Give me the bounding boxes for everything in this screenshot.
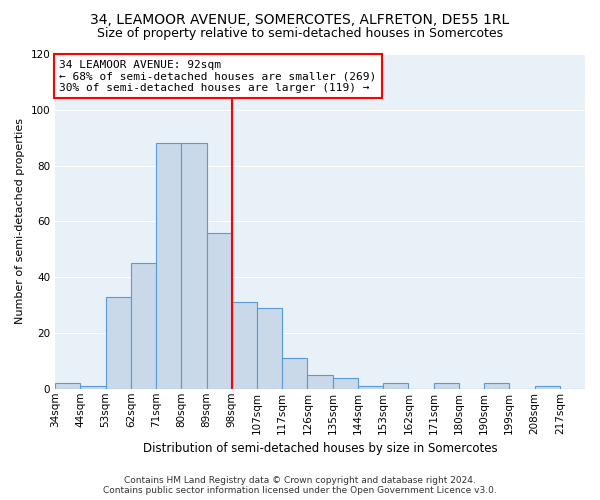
Bar bbox=[383, 383, 409, 389]
Bar bbox=[358, 386, 383, 389]
Bar bbox=[282, 358, 307, 389]
Bar bbox=[55, 383, 80, 389]
Bar bbox=[80, 386, 106, 389]
Y-axis label: Number of semi-detached properties: Number of semi-detached properties bbox=[15, 118, 25, 324]
Bar bbox=[106, 296, 131, 389]
X-axis label: Distribution of semi-detached houses by size in Somercotes: Distribution of semi-detached houses by … bbox=[143, 442, 497, 455]
Text: Size of property relative to semi-detached houses in Somercotes: Size of property relative to semi-detach… bbox=[97, 28, 503, 40]
Bar bbox=[206, 232, 232, 389]
Bar bbox=[332, 378, 358, 389]
Bar bbox=[484, 383, 509, 389]
Bar bbox=[156, 144, 181, 389]
Text: Contains HM Land Registry data © Crown copyright and database right 2024.
Contai: Contains HM Land Registry data © Crown c… bbox=[103, 476, 497, 495]
Bar bbox=[535, 386, 560, 389]
Text: 34, LEAMOOR AVENUE, SOMERCOTES, ALFRETON, DE55 1RL: 34, LEAMOOR AVENUE, SOMERCOTES, ALFRETON… bbox=[91, 12, 509, 26]
Bar bbox=[307, 375, 332, 389]
Bar bbox=[181, 144, 206, 389]
Bar bbox=[131, 263, 156, 389]
Bar bbox=[232, 302, 257, 389]
Bar bbox=[434, 383, 459, 389]
Text: 34 LEAMOOR AVENUE: 92sqm
← 68% of semi-detached houses are smaller (269)
30% of : 34 LEAMOOR AVENUE: 92sqm ← 68% of semi-d… bbox=[59, 60, 377, 93]
Bar bbox=[257, 308, 282, 389]
